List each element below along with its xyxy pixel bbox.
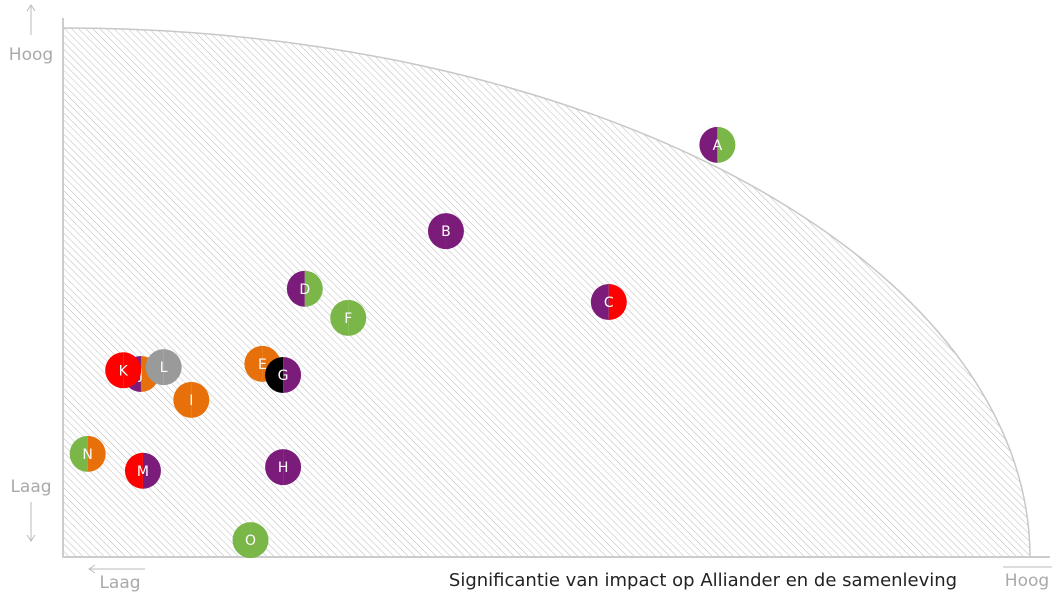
point-right-half [348, 299, 367, 336]
point-left-half [286, 270, 305, 307]
axis-arrows [26, 4, 1052, 574]
y-low-label: Laag [10, 477, 51, 497]
point-label: A [713, 138, 723, 154]
point: K [105, 352, 142, 389]
point-right-half [283, 449, 302, 486]
point-left-half [427, 213, 446, 250]
point-label: M [137, 464, 149, 480]
point-left-half [173, 381, 192, 418]
point-right-half [250, 522, 269, 559]
point-left-half [232, 522, 251, 559]
point-label: L [160, 360, 168, 376]
point-label: F [344, 311, 352, 327]
point: D [286, 270, 323, 307]
point: M [124, 452, 161, 489]
point-left-half [590, 284, 609, 321]
point-right-half [191, 381, 210, 418]
point-right-half [142, 452, 161, 489]
point-left-half [699, 126, 718, 163]
point: C [590, 284, 627, 321]
x-low-label: Laag [99, 573, 140, 593]
point-left-half [265, 357, 284, 394]
point-right-half [283, 357, 302, 394]
point: B [427, 213, 464, 250]
point: G [265, 357, 302, 394]
point-right-half [304, 270, 323, 307]
point-right-half [445, 213, 464, 250]
point-left-half [265, 449, 284, 486]
y-high-label: Hoog [9, 45, 53, 65]
point-left-half [124, 452, 143, 489]
point-right-half [163, 349, 182, 386]
point-label: I [189, 393, 193, 409]
point-right-half [87, 435, 106, 472]
point-label: N [82, 447, 92, 463]
point: H [265, 449, 302, 486]
point: O [232, 522, 269, 559]
point-left-half [69, 435, 88, 472]
point-right-half [123, 352, 142, 389]
point: N [69, 435, 106, 472]
point-right-half [717, 126, 736, 163]
point-label: G [278, 368, 289, 384]
point-label: K [119, 363, 129, 379]
point-label: H [278, 460, 289, 476]
point-left-half [105, 352, 124, 389]
point-left-half [244, 345, 263, 382]
point-label: C [604, 295, 614, 311]
point: F [330, 299, 367, 336]
point-left-half [145, 349, 164, 386]
point-left-half [330, 299, 349, 336]
materiality-area [62, 27, 1031, 558]
point-label: D [299, 282, 310, 298]
x-axis-title: Significantie van impact op Alliander en… [449, 570, 957, 591]
point: I [173, 381, 210, 418]
x-high-label: Hoog [1005, 571, 1049, 591]
point-label: B [441, 224, 451, 240]
point: A [699, 126, 736, 163]
point-label: O [245, 533, 256, 549]
point: L [145, 349, 182, 386]
point-right-half [608, 284, 627, 321]
point-label: E [258, 357, 267, 373]
